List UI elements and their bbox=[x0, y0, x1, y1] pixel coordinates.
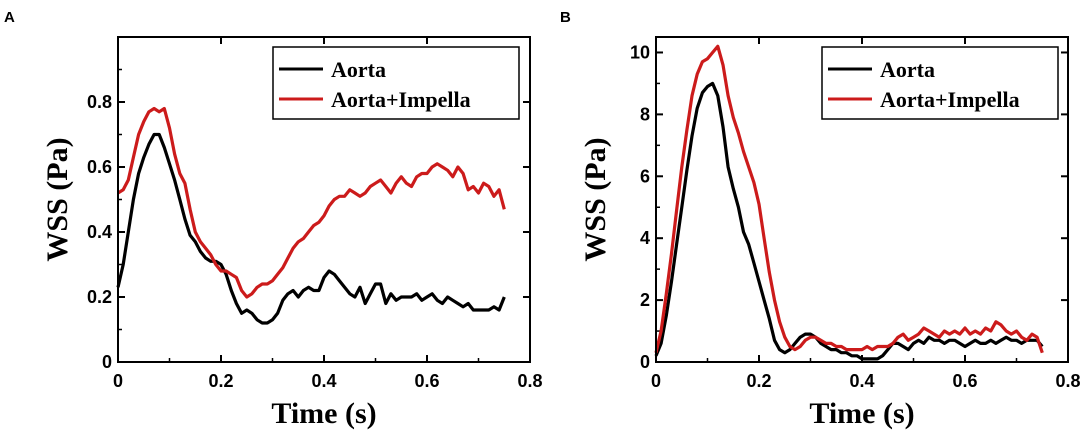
panel-b-y-tick-label: 10 bbox=[630, 42, 650, 62]
panel-a-x-tick-label: 0.6 bbox=[414, 371, 439, 391]
panel-b-legend-box bbox=[821, 46, 1059, 120]
panel-b-legend-label-aorta: Aorta bbox=[880, 57, 935, 82]
panel-b-y-tick-label: 8 bbox=[640, 104, 650, 124]
panel-a-legend: Aorta Aorta+Impella bbox=[272, 46, 520, 120]
panel-b-y-tick-label: 0 bbox=[640, 352, 650, 372]
panel-b-plot-frame bbox=[655, 36, 1069, 363]
panel-a-plot-frame bbox=[117, 36, 531, 363]
panel-b-x-tick-label: 0 bbox=[651, 371, 661, 391]
panel-b-y-tick-label: 2 bbox=[640, 290, 650, 310]
panel-b-legend: Aorta Aorta+Impella bbox=[821, 46, 1059, 120]
panel-b-x-tick-label: 0.8 bbox=[1055, 371, 1080, 391]
panel-b: B 0 0.2 0.4 0.6 0.8 0 2 4 6 8 10 Aorta Aorta+Impel… bbox=[560, 9, 1081, 430]
panel-b-x-tick-label: 0.2 bbox=[746, 371, 771, 391]
panel-b-x-tick-label: 0.4 bbox=[849, 371, 874, 391]
panel-a-series-line-aorta bbox=[116, 132, 506, 325]
panel-b-y-axis-title: WSS (Pa) bbox=[579, 137, 612, 261]
panel-a-x-tick-label: 0.4 bbox=[311, 371, 336, 391]
panel-a-legend-box bbox=[272, 46, 520, 120]
panel-a-series bbox=[116, 106, 506, 325]
panel-a-legend-label-aorta-impella: Aorta+Impella bbox=[331, 87, 471, 112]
panel-b-series-line-aorta-impella bbox=[654, 44, 1044, 354]
panel-label-a: A bbox=[4, 9, 15, 26]
panel-b-series-line-aorta bbox=[654, 81, 1044, 361]
panel-a-y-axis-title: WSS (Pa) bbox=[41, 137, 74, 261]
panel-a-x-axis-title: Time (s) bbox=[271, 397, 376, 430]
panel-a-y-tick-label: 0.8 bbox=[87, 92, 112, 112]
panel-a-y-tick-label: 0.2 bbox=[87, 287, 112, 307]
panel-a-x-tick-label: 0.2 bbox=[208, 371, 233, 391]
panel-b-series bbox=[654, 44, 1044, 361]
panel-b-y-tick-label: 4 bbox=[640, 228, 650, 248]
panel-label-b: B bbox=[560, 9, 571, 26]
panel-b-x-axis-title: Time (s) bbox=[809, 397, 914, 430]
panel-b-legend-label-aorta-impella: Aorta+Impella bbox=[880, 87, 1020, 112]
panel-a-y-tick-label: 0.4 bbox=[87, 222, 112, 242]
panel-a-y-tick-label: 0 bbox=[102, 352, 112, 372]
panel-a: A 0 0.2 0.4 0.6 0.8 0 0.2 0.4 0.6 0.8 Aorta Aorta… bbox=[4, 9, 543, 430]
panel-a-y-tick-label: 0.6 bbox=[87, 157, 112, 177]
panel-b-x-tick-label: 0.6 bbox=[952, 371, 977, 391]
panel-a-x-tick-label: 0.8 bbox=[517, 371, 542, 391]
panel-a-series-line-aorta-impella bbox=[117, 106, 506, 299]
panel-a-x-tick-label: 0 bbox=[113, 371, 123, 391]
panel-a-legend-label-aorta: Aorta bbox=[331, 57, 386, 82]
panel-b-y-tick-label: 6 bbox=[640, 166, 650, 186]
